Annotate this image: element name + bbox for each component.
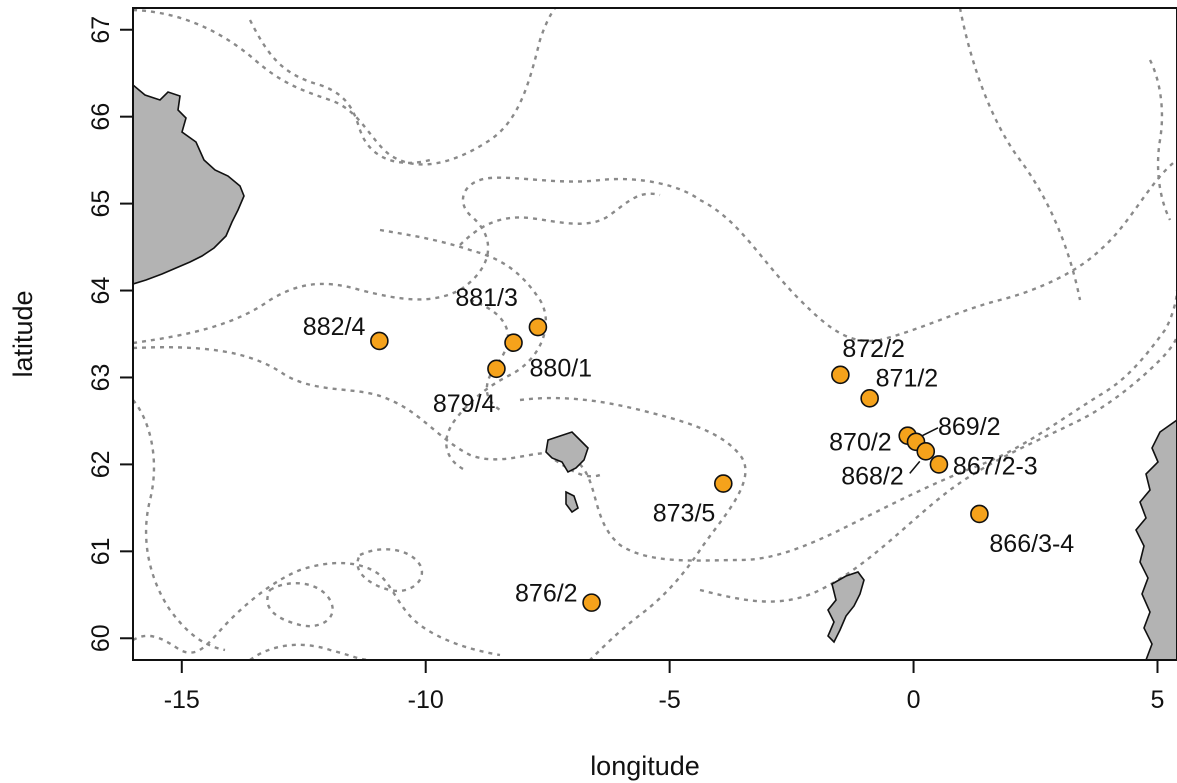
x-tick-label: -5 [659,686,681,714]
faroe-islands-landmass [565,490,579,514]
station-marker [487,359,506,379]
y-tick-label: 62 [87,450,115,478]
station-label: 882/4 [303,313,366,341]
norway-landmass [1135,419,1177,660]
y-tick-label: 65 [87,190,115,218]
x-axis-label: longitude [590,751,700,781]
station-marker [831,365,850,385]
station-label: 868/2 [841,462,904,490]
station-marker [504,333,523,352]
station-labels: 882/4 881/3 880/1 879/4 873/5 876/2 872/2871/2… [303,284,1075,608]
station-marker [916,442,936,461]
y-axis: 60 61 62 63 64 65 66 67 [87,16,133,652]
station-leader-line [909,460,921,474]
station-marker [370,331,389,351]
contour-line [133,159,1177,345]
contour-line [379,228,548,472]
station-leader-line [921,427,939,437]
station-marker [582,593,601,612]
station-marker [713,474,733,493]
contour-line [356,548,424,593]
contour-line [459,192,661,246]
station-marker [860,389,879,408]
y-tick-label: 67 [87,16,115,44]
station-label: 869/2 [938,413,1001,441]
station-label: 873/5 [653,500,716,528]
station-label: 872/2 [842,335,905,363]
y-tick-label: 64 [87,277,115,305]
x-tick-label: -10 [408,686,444,714]
contour-line [133,561,501,657]
station-label: 881/3 [455,284,518,312]
contour-line [554,459,601,478]
shetland-landmass [827,571,865,644]
contour-line [1148,59,1172,221]
y-axis-label: latitude [8,290,38,377]
contour-line [133,399,226,652]
bathymetry-contours [133,8,1177,660]
contour-line [248,19,431,165]
station-label: 867/2-3 [953,452,1038,480]
x-tick-label: -15 [164,686,200,714]
contour-line [133,8,556,166]
land-masses [133,83,1177,660]
contour-line [249,643,371,660]
station-label: 876/2 [515,580,578,608]
station-markers [370,317,989,612]
y-tick-label: 63 [87,364,115,392]
y-tick-label: 66 [87,103,115,131]
contour-line [469,298,510,411]
station-marker [528,317,548,337]
contour-line [266,582,334,628]
station-marker [929,455,949,474]
station-label: 866/3-4 [989,530,1074,558]
x-tick-label: 0 [907,686,921,714]
x-tick-label: 5 [1151,686,1165,714]
iceland-landmass [133,83,245,285]
contour-line [519,396,747,660]
station-label: 871/2 [876,364,939,392]
y-tick-label: 61 [87,537,115,565]
station-label: 879/4 [433,390,496,418]
station-label: 870/2 [829,429,892,457]
contour-line [958,8,1082,301]
y-tick-label: 60 [87,624,115,652]
station-marker [970,504,989,524]
contour-line [133,289,1177,562]
x-axis: -15 -10 -5 0 5 [164,660,1165,714]
station-label: 880/1 [530,355,593,383]
contour-line [699,334,1177,603]
faroe-islands-landmass [545,431,589,474]
plot-frame [132,7,1177,661]
